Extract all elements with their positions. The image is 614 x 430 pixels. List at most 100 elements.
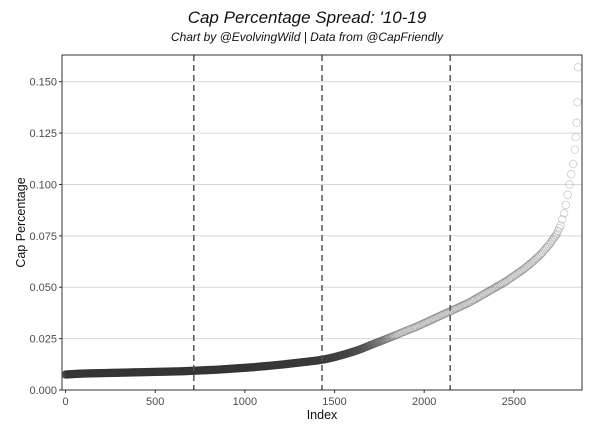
data-point (431, 313, 440, 323)
data-point (348, 347, 357, 357)
data-point (549, 234, 558, 244)
data-point (370, 339, 379, 348)
data-point (414, 321, 424, 330)
x-axis-label: Index (307, 408, 338, 422)
data-point (403, 326, 412, 335)
data-point (494, 281, 503, 290)
data-point (507, 273, 516, 282)
data-point (496, 280, 506, 289)
x-tick-label: 1000 (233, 396, 257, 408)
data-point (362, 342, 371, 351)
data-point (487, 285, 497, 294)
data-point (559, 209, 569, 218)
data-point (426, 316, 435, 325)
data-point (484, 287, 493, 296)
x-axis-ticks: 0 500 1000 1500 2000 2500 (63, 390, 526, 408)
data-point (464, 298, 474, 307)
data-point (394, 329, 403, 339)
data-points (61, 63, 583, 379)
data-point (493, 282, 502, 291)
data-point (501, 277, 511, 286)
y-tick-label: 0.125 (29, 128, 57, 140)
data-point (357, 344, 366, 354)
data-point (450, 304, 460, 314)
data-point (386, 332, 396, 342)
data-point (423, 317, 433, 326)
x-tick-label: 500 (146, 396, 164, 408)
data-point (558, 215, 567, 224)
data-point (381, 335, 390, 344)
data-point (430, 314, 439, 323)
data-point (500, 277, 510, 287)
data-point (508, 272, 517, 282)
data-point (544, 241, 553, 250)
data-point (361, 343, 370, 352)
data-point (409, 323, 419, 333)
data-point (376, 337, 385, 346)
data-point (341, 349, 351, 359)
data-point (416, 320, 425, 330)
data-point (555, 224, 564, 233)
data-point (389, 331, 398, 341)
data-point (567, 169, 576, 179)
data-point (347, 348, 356, 357)
data-point (542, 242, 552, 252)
y-axis-label: Cap Percentage (14, 177, 28, 267)
data-point (467, 296, 476, 306)
data-point (454, 303, 463, 312)
data-point (428, 314, 438, 324)
data-point (421, 318, 430, 327)
data-point (552, 229, 562, 238)
data-point (463, 299, 472, 308)
y-tick-label: 0.075 (29, 231, 57, 243)
data-point (396, 328, 406, 338)
data-point (537, 248, 547, 258)
data-point (408, 324, 417, 333)
data-point (349, 347, 358, 356)
data-point (573, 98, 582, 107)
data-point (480, 289, 489, 299)
data-point (545, 239, 554, 249)
data-point (446, 306, 456, 316)
data-point (509, 271, 519, 281)
data-point (460, 300, 470, 309)
data-point (427, 315, 437, 324)
data-point (393, 330, 402, 339)
data-point (418, 319, 428, 328)
data-point (344, 348, 353, 358)
data-point (551, 231, 560, 240)
data-point (373, 338, 383, 347)
data-point (405, 325, 415, 334)
data-point (547, 236, 557, 245)
data-point (540, 245, 549, 255)
data-point (400, 327, 410, 336)
data-point (541, 244, 551, 253)
plot-border (61, 54, 583, 391)
data-point (436, 311, 446, 320)
data-point (539, 247, 548, 256)
data-point (466, 297, 475, 307)
data-point (458, 301, 467, 310)
data-point (432, 313, 442, 322)
data-point (422, 317, 431, 327)
data-point (411, 323, 420, 332)
data-point (377, 336, 387, 345)
data-point (353, 346, 362, 355)
data-point (495, 280, 504, 290)
data-point (570, 145, 580, 154)
quartile-lines (193, 55, 451, 390)
data-point (407, 324, 416, 334)
data-point (522, 262, 531, 271)
data-point (512, 269, 521, 279)
data-point (471, 294, 480, 304)
data-point (482, 288, 492, 297)
data-point (366, 341, 375, 350)
data-point (490, 283, 499, 293)
data-point (517, 266, 526, 275)
data-point (504, 275, 513, 284)
data-point (536, 250, 545, 259)
data-point (489, 284, 498, 293)
data-point (572, 118, 581, 128)
data-point (350, 346, 360, 356)
data-point (345, 348, 355, 357)
